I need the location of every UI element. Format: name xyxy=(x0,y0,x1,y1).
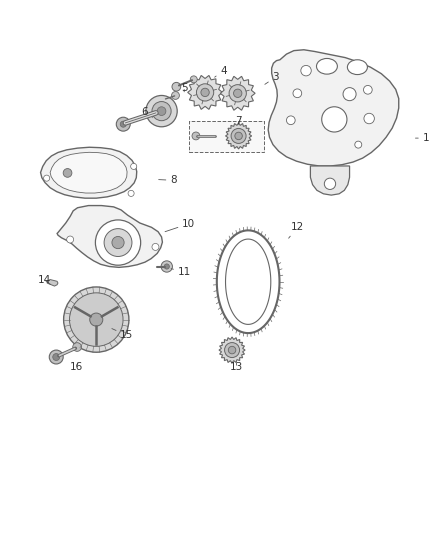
Ellipse shape xyxy=(317,59,337,74)
Circle shape xyxy=(162,97,167,102)
Text: 5: 5 xyxy=(181,83,187,93)
Text: 1: 1 xyxy=(416,133,429,143)
Circle shape xyxy=(116,117,130,131)
Circle shape xyxy=(364,114,374,124)
Circle shape xyxy=(128,190,134,197)
Text: 14: 14 xyxy=(38,276,52,286)
Circle shape xyxy=(104,229,132,256)
Circle shape xyxy=(44,175,49,181)
Text: 4: 4 xyxy=(215,66,226,77)
Circle shape xyxy=(164,264,170,269)
Circle shape xyxy=(229,85,246,102)
Polygon shape xyxy=(226,239,271,325)
Circle shape xyxy=(157,107,166,116)
Circle shape xyxy=(53,353,60,360)
Circle shape xyxy=(324,178,336,189)
Text: 11: 11 xyxy=(171,266,191,277)
Circle shape xyxy=(63,168,72,177)
FancyBboxPatch shape xyxy=(188,120,264,152)
Circle shape xyxy=(196,84,214,101)
Polygon shape xyxy=(219,337,245,363)
Circle shape xyxy=(152,102,171,120)
Circle shape xyxy=(293,89,302,98)
Circle shape xyxy=(112,237,124,249)
Circle shape xyxy=(355,141,362,148)
Polygon shape xyxy=(41,147,137,198)
Circle shape xyxy=(190,76,197,83)
Circle shape xyxy=(286,116,295,125)
Circle shape xyxy=(228,346,236,354)
Circle shape xyxy=(70,293,123,346)
Text: 6: 6 xyxy=(142,107,152,118)
Text: 16: 16 xyxy=(70,362,83,373)
Circle shape xyxy=(73,343,81,351)
Circle shape xyxy=(95,220,141,265)
Text: 10: 10 xyxy=(165,219,195,232)
Circle shape xyxy=(233,89,242,98)
Circle shape xyxy=(235,132,242,140)
Circle shape xyxy=(201,88,209,96)
Circle shape xyxy=(231,128,246,143)
Circle shape xyxy=(192,132,200,140)
Text: 7: 7 xyxy=(235,116,242,126)
Text: 12: 12 xyxy=(289,222,304,238)
Circle shape xyxy=(90,313,103,326)
Polygon shape xyxy=(226,123,252,149)
Polygon shape xyxy=(47,279,58,286)
Text: 3: 3 xyxy=(265,72,279,84)
Circle shape xyxy=(131,163,137,169)
Circle shape xyxy=(64,287,129,352)
Polygon shape xyxy=(217,230,279,333)
Text: 13: 13 xyxy=(230,361,243,372)
Polygon shape xyxy=(187,76,223,109)
Polygon shape xyxy=(311,166,350,195)
Polygon shape xyxy=(268,50,399,166)
Circle shape xyxy=(301,66,311,76)
Circle shape xyxy=(67,236,74,243)
Circle shape xyxy=(120,121,126,127)
Circle shape xyxy=(172,83,181,91)
Circle shape xyxy=(146,95,177,127)
Circle shape xyxy=(364,85,372,94)
Ellipse shape xyxy=(343,87,356,101)
Circle shape xyxy=(172,92,180,99)
Circle shape xyxy=(49,350,63,364)
Ellipse shape xyxy=(322,107,347,132)
Text: 8: 8 xyxy=(159,175,177,185)
Polygon shape xyxy=(57,206,162,268)
Ellipse shape xyxy=(347,60,367,75)
Text: 15: 15 xyxy=(112,328,133,340)
Circle shape xyxy=(225,343,240,358)
Polygon shape xyxy=(50,152,127,193)
Polygon shape xyxy=(220,76,255,110)
Circle shape xyxy=(161,261,173,272)
Circle shape xyxy=(152,244,159,251)
